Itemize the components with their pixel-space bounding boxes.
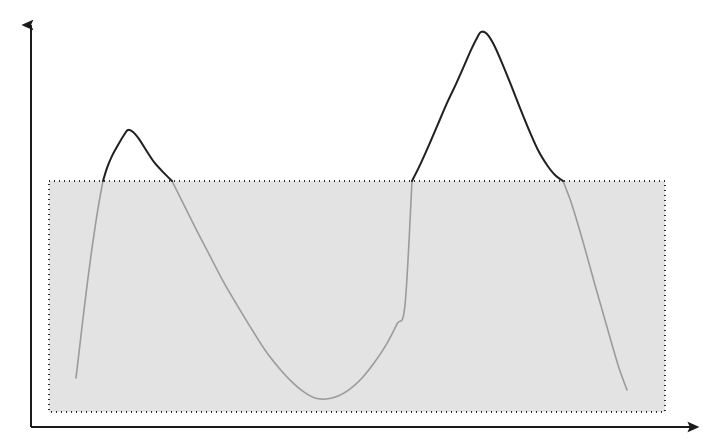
shaded-threshold-band — [48, 180, 666, 413]
curve-segment-peak-2 — [411, 30, 564, 182]
band-dotted-border — [48, 180, 666, 413]
curve-segment-peak-1 — [102, 128, 173, 182]
curve-segment-valley — [171, 180, 413, 400]
curve-inside-band — [75, 180, 628, 400]
axis-group — [21, 19, 700, 433]
curve-segment-descent-to-end — [562, 180, 628, 391]
curve-above-band — [102, 30, 564, 182]
band-fill — [49, 181, 665, 412]
curve-segment-rise-to-peak-1 — [75, 180, 104, 379]
